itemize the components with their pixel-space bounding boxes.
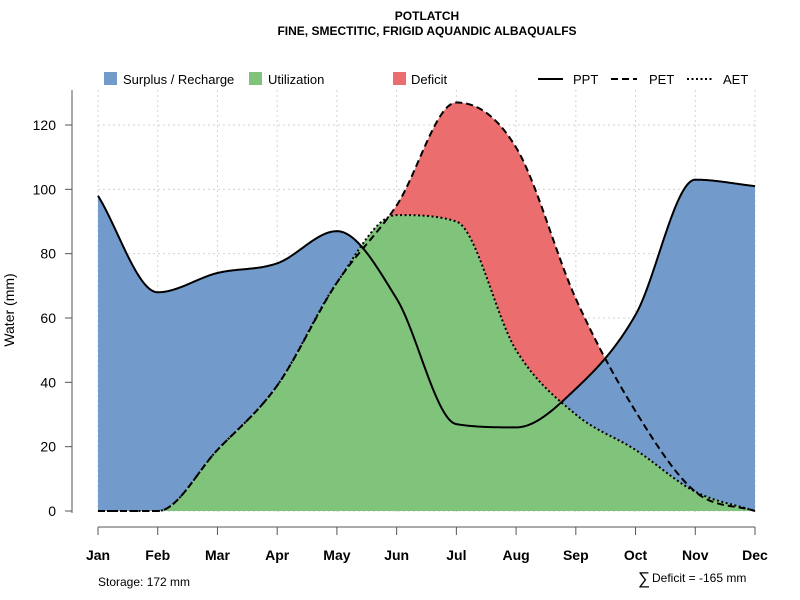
y-tick-label: 120	[33, 117, 57, 133]
legend-swatch-deficit	[393, 72, 406, 85]
x-tick-label: Sep	[563, 547, 589, 563]
x-tick-label: Aug	[502, 547, 529, 563]
x-tick-label: Nov	[682, 547, 709, 563]
y-tick-label: 0	[48, 503, 56, 519]
x-tick-label: Jan	[86, 547, 110, 563]
storage-label: Storage: 172 mm	[98, 575, 190, 589]
legend-label-pet: PET	[649, 72, 674, 87]
chart-title: POTLATCH	[395, 9, 459, 23]
legend-swatch-surplus	[104, 72, 117, 85]
x-tick-label: Feb	[145, 547, 170, 563]
area-layers	[98, 102, 755, 511]
y-tick-label: 20	[40, 439, 56, 455]
series-line-ppt	[97, 178, 756, 429]
chart-subtitle: FINE, SMECTITIC, FRIGID AQUANDIC ALBAQUA…	[277, 24, 576, 38]
x-tick-label: Oct	[624, 547, 648, 563]
series-line-pet	[98, 101, 756, 512]
x-tick-label: Jun	[384, 547, 409, 563]
x-tick-label: May	[323, 547, 350, 563]
legend-label-ppt: PPT	[573, 72, 598, 87]
y-tick-label: 100	[33, 181, 57, 197]
sigma-icon: ∑	[638, 569, 650, 588]
legend-label-aet: AET	[723, 72, 748, 87]
y-axis-label: Water (mm)	[1, 273, 17, 346]
legend: Surplus / Recharge Utilization Deficit P…	[104, 72, 748, 87]
y-tick-label: 40	[40, 374, 56, 390]
x-tick-label: Dec	[742, 547, 768, 563]
y-tick-label: 80	[40, 246, 56, 262]
deficit-total-label: Deficit = -165 mm	[652, 571, 746, 585]
y-tick-label: 60	[40, 310, 56, 326]
x-tick-label: Mar	[205, 547, 230, 563]
legend-swatch-utilization	[249, 72, 262, 85]
series-lines	[97, 101, 756, 512]
legend-label-surplus: Surplus / Recharge	[123, 72, 234, 87]
legend-label-utilization: Utilization	[268, 72, 324, 87]
surplus-area	[98, 179, 755, 511]
axes: 0 20 40 60 80 100 120 Jan Feb Mar Apr May Jun Jul Aug S…	[33, 90, 768, 563]
x-tick-label: Apr	[265, 547, 290, 563]
legend-label-deficit: Deficit	[411, 72, 448, 87]
x-tick-label: Jul	[446, 547, 466, 563]
utilization-area	[98, 215, 755, 511]
series-line-aet	[98, 214, 756, 512]
